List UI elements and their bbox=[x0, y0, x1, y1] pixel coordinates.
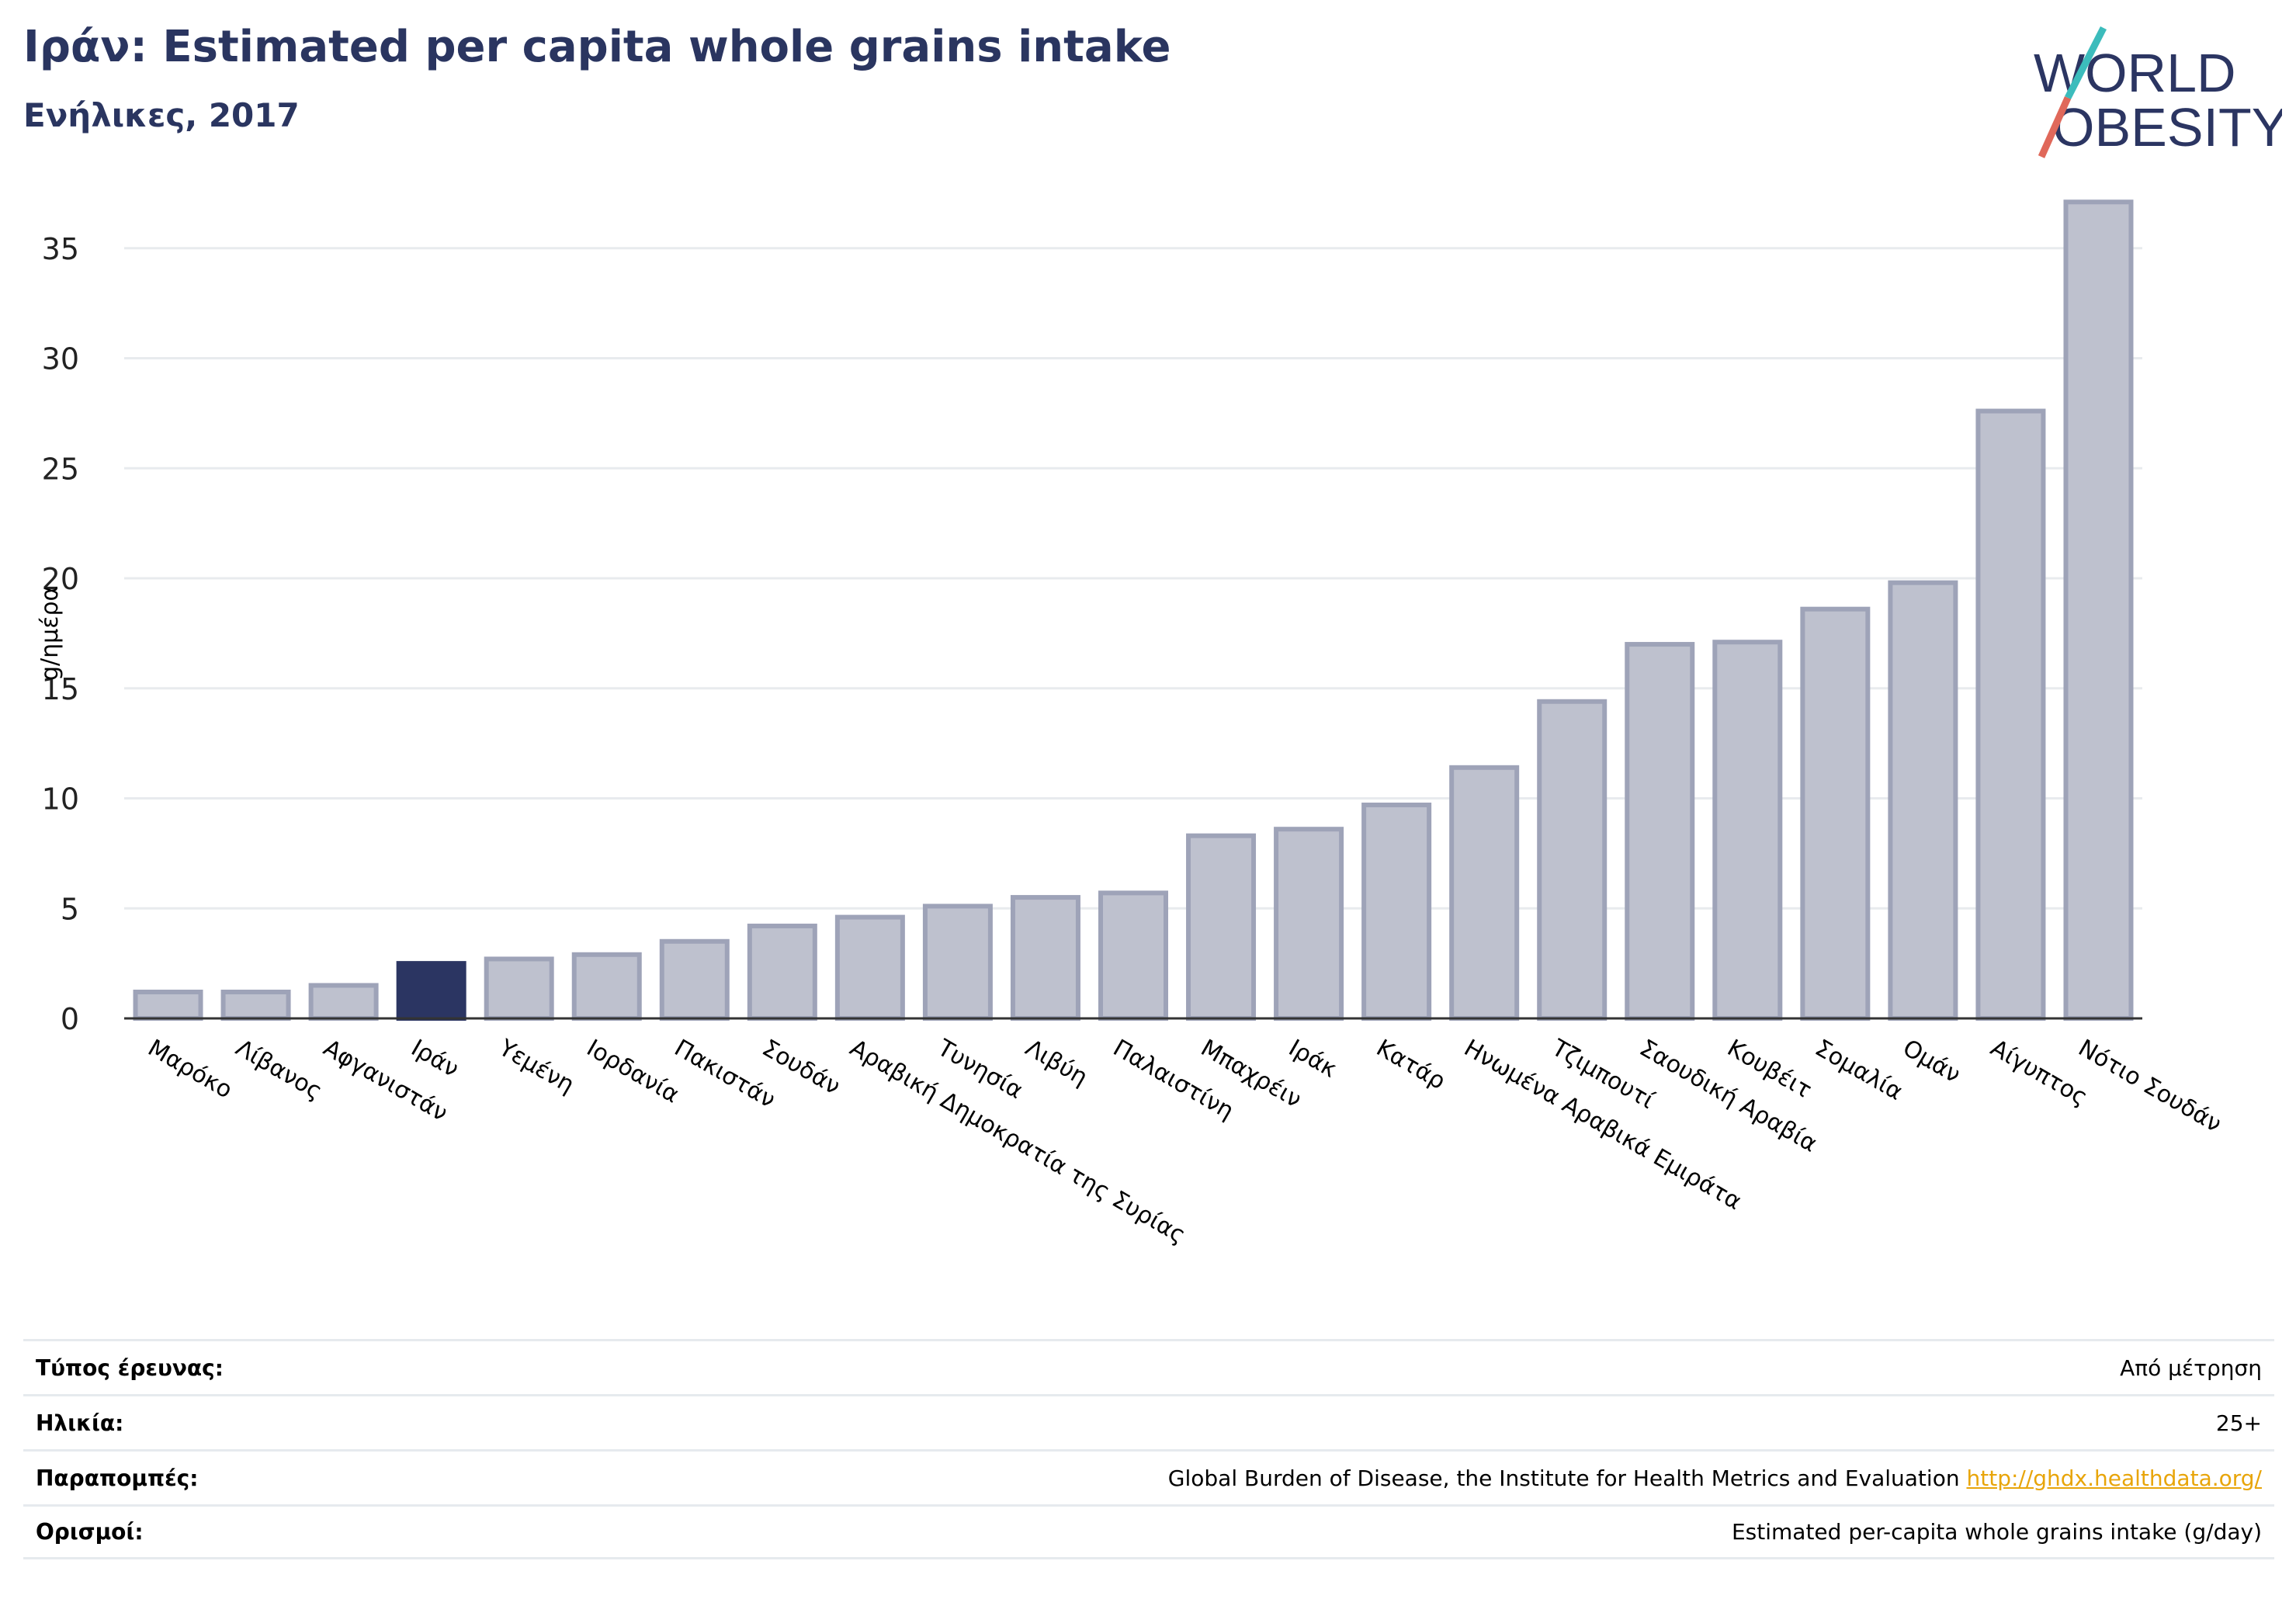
bar bbox=[1888, 580, 1958, 1021]
logo-line2: OBESITY bbox=[2052, 97, 2282, 158]
x-tick-label: Αίγυπτος bbox=[1986, 1035, 2092, 1112]
info-row-references: Παραπομπές: Global Burden of Disease, th… bbox=[23, 1449, 2274, 1504]
x-tick-label: Ιορδανία bbox=[582, 1035, 684, 1109]
info-label: Τύπος έρευνας: bbox=[36, 1354, 224, 1381]
y-tick-label: 20 bbox=[42, 562, 79, 596]
info-value: 25+ bbox=[2215, 1410, 2262, 1436]
bar bbox=[571, 952, 642, 1021]
x-tick-label: Μαρόκο bbox=[144, 1035, 238, 1105]
x-tick-label: Ομάν bbox=[1898, 1035, 1965, 1089]
bar bbox=[1010, 895, 1080, 1021]
info-row-definitions: Ορισμοί: Estimated per-capita whole grai… bbox=[23, 1504, 2274, 1559]
y-tick-label: 0 bbox=[61, 1002, 79, 1036]
x-tick-label: Λίβανος bbox=[231, 1035, 327, 1105]
x-tick-label: Ιράκ bbox=[1284, 1035, 1341, 1084]
bar bbox=[1186, 833, 1257, 1021]
x-tick-label: Λιβύη bbox=[1021, 1035, 1092, 1091]
bar bbox=[1800, 606, 1871, 1021]
info-row-age: Ηλικία: 25+ bbox=[23, 1394, 2274, 1449]
x-tick-label: Κατάρ bbox=[1372, 1035, 1450, 1095]
bar bbox=[2063, 199, 2134, 1021]
info-table: Τύπος έρευνας: Από μέτρηση Ηλικία: 25+ Π… bbox=[23, 1339, 2274, 1559]
bar bbox=[922, 904, 993, 1021]
bar bbox=[1098, 890, 1168, 1021]
info-value: Global Burden of Disease, the Institute … bbox=[1168, 1465, 2262, 1491]
info-row-survey-type: Τύπος έρευνας: Από μέτρηση bbox=[23, 1339, 2274, 1394]
x-tick-label: Ιράν bbox=[407, 1035, 463, 1084]
bar bbox=[1625, 642, 1695, 1021]
y-axis-label: g/ημέρα bbox=[36, 586, 64, 681]
bar bbox=[1449, 765, 1520, 1021]
x-tick-label: Νότιο Σουδάν bbox=[2073, 1035, 2225, 1139]
info-label: Ορισμοί: bbox=[36, 1519, 144, 1545]
bar bbox=[1274, 827, 1344, 1021]
bar bbox=[133, 989, 203, 1021]
bars bbox=[133, 199, 2134, 1021]
chart-subtitle: Ενήλικες, 2017 bbox=[23, 96, 300, 134]
y-tick-label: 25 bbox=[42, 452, 79, 486]
reference-link[interactable]: http://ghdx.healthdata.org/ bbox=[1966, 1465, 2262, 1491]
bar bbox=[220, 989, 291, 1021]
world-obesity-logo: WORLD OBESITY bbox=[2034, 26, 2282, 158]
bar bbox=[1537, 699, 1608, 1021]
reference-text: Global Burden of Disease, the Institute … bbox=[1167, 1465, 1960, 1491]
bar bbox=[747, 923, 817, 1021]
x-tick-label: Υεμένη bbox=[494, 1034, 579, 1099]
bar bbox=[484, 956, 554, 1021]
bar bbox=[834, 914, 905, 1021]
bar-chart: 05101520253035g/ημέραΜαρόκοΛίβανοςΑφγανι… bbox=[36, 199, 2226, 1249]
x-tick-label: Σομαλία bbox=[1810, 1035, 1907, 1106]
y-tick-label: 30 bbox=[42, 342, 79, 376]
bar bbox=[1975, 408, 2046, 1021]
info-label: Ηλικία: bbox=[36, 1410, 124, 1436]
info-label: Παραπομπές: bbox=[36, 1465, 199, 1491]
bar bbox=[308, 983, 379, 1021]
y-tick-label: 35 bbox=[42, 232, 79, 266]
y-tick-label: 15 bbox=[42, 672, 79, 706]
bar bbox=[1712, 640, 1783, 1021]
bar bbox=[396, 961, 466, 1021]
y-tick-label: 5 bbox=[61, 892, 79, 926]
info-value: Estimated per-capita whole grains intake… bbox=[1731, 1519, 2262, 1545]
bar bbox=[1361, 803, 1432, 1021]
info-value: Από μέτρηση bbox=[2120, 1354, 2262, 1381]
bar bbox=[659, 938, 730, 1021]
y-tick-label: 10 bbox=[42, 782, 79, 817]
chart-title: Ιράν: Estimated per capita whole grains … bbox=[23, 22, 1171, 72]
